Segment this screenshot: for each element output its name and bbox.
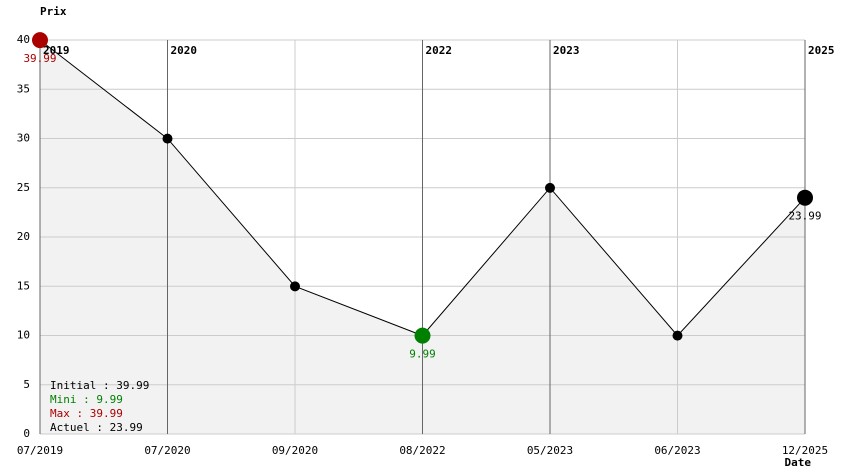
x-tick-label: 08/2022 — [399, 444, 445, 457]
year-label: 2023 — [553, 44, 580, 57]
data-point — [545, 182, 555, 193]
stat-line: Max : 39.99 — [50, 407, 123, 420]
year-label: 2022 — [426, 44, 453, 57]
value-label: 9.99 — [409, 348, 436, 361]
y-tick-label: 25 — [17, 181, 30, 194]
y-tick-label: 20 — [17, 230, 30, 243]
data-point — [162, 133, 173, 144]
x-tick-label: 06/2023 — [654, 444, 700, 457]
y-axis-label: Prix — [40, 5, 67, 18]
x-tick-label: 05/2023 — [527, 444, 573, 457]
y-tick-label: 10 — [17, 329, 30, 342]
x-tick-label: 07/2019 — [17, 444, 63, 457]
data-point — [290, 281, 300, 292]
stat-line: Mini : 9.99 — [50, 393, 123, 406]
y-tick-label: 5 — [23, 378, 30, 391]
x-tick-label: 12/2025 — [782, 444, 828, 457]
stat-line: Actuel : 23.99 — [50, 421, 143, 434]
value-label: 39.99 — [23, 52, 56, 65]
y-tick-label: 35 — [17, 82, 30, 95]
year-label: 2025 — [808, 44, 835, 57]
stat-line: Initial : 39.99 — [50, 379, 149, 392]
data-point — [414, 327, 431, 344]
x-tick-label: 09/2020 — [272, 444, 318, 457]
y-tick-label: 0 — [23, 427, 30, 440]
y-tick-label: 15 — [17, 279, 30, 292]
value-label: 23.99 — [788, 210, 821, 223]
x-axis-label: Date — [785, 456, 812, 469]
y-tick-label: 40 — [17, 33, 30, 46]
y-tick-label: 30 — [17, 132, 30, 145]
year-label: 2020 — [171, 44, 198, 57]
data-point — [32, 32, 48, 49]
data-point — [672, 330, 683, 341]
data-point — [797, 189, 813, 206]
x-tick-label: 07/2020 — [144, 444, 190, 457]
